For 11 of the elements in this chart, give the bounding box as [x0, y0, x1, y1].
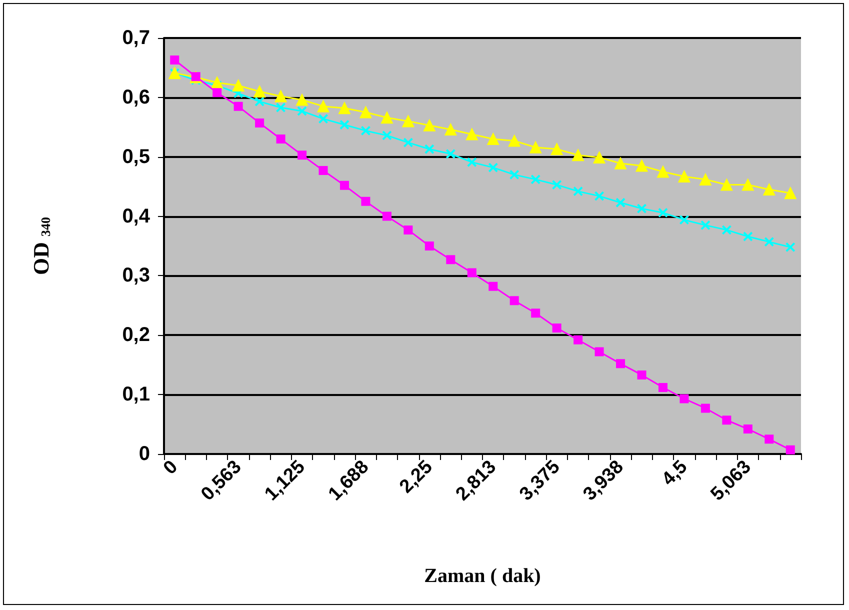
x-tick-label: 4,5 — [658, 456, 692, 490]
y-tick-label: 0,1 — [122, 384, 150, 406]
y-tick-label: 0,5 — [122, 146, 150, 168]
x-axis-title: Zaman ( dak) — [424, 565, 541, 587]
y-tick-label: 0,7 — [122, 27, 150, 49]
y-axis-title: OD 340 — [28, 217, 54, 275]
y-tick-label: 0,2 — [122, 324, 150, 346]
y-tick-label: 0,4 — [122, 205, 151, 228]
x-tick-label: 0 — [160, 456, 182, 479]
y-tick-label: 0,3 — [122, 264, 150, 287]
y-tick-label: 0,6 — [122, 86, 150, 108]
